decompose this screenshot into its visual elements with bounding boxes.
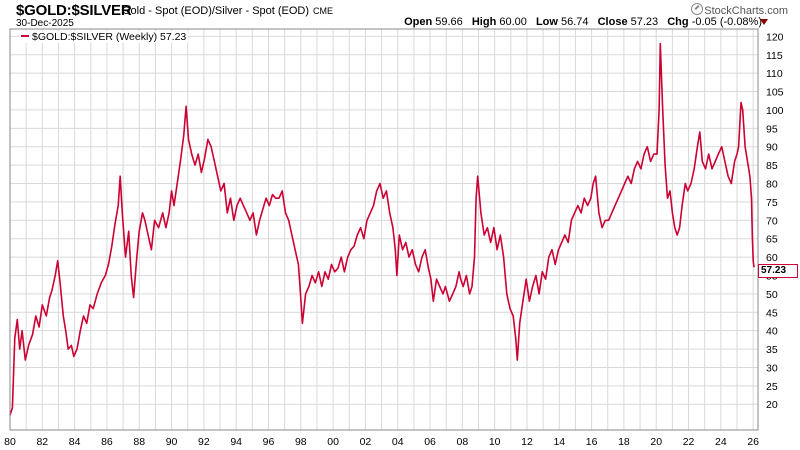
y-tick-label: 45 [766, 307, 778, 319]
chart-description: Gold - Spot (EOD)/Silver - Spot (EOD) CME [122, 5, 333, 17]
open-label: Open [404, 16, 433, 28]
chg-value: -0.05 (-0.08%) [691, 16, 762, 28]
legend[interactable]: $GOLD:$SILVER (Weekly) 57.23 [19, 31, 189, 43]
x-tick-label: 22 [683, 436, 695, 448]
y-tick-label: 70 [766, 215, 778, 227]
y-tick-label: 90 [766, 142, 778, 154]
y-tick-label: 35 [766, 344, 778, 356]
y-tick-label: 85 [766, 160, 778, 172]
y-tick-label: 30 [766, 362, 778, 374]
x-tick-label: 02 [360, 436, 372, 448]
y-tick-label: 25 [766, 381, 778, 393]
ohlc-summary: Open 59.66 High 60.00 Low 56.74 Close 57… [398, 16, 762, 28]
exchange-label: CME [313, 6, 334, 16]
x-tick-label: 00 [327, 436, 339, 448]
series-layer [9, 42, 755, 416]
x-tick-label: 08 [457, 436, 469, 448]
x-tick-label: 10 [489, 436, 501, 448]
y-tick-label: 120 [766, 31, 784, 43]
y-tick-label: 20 [766, 399, 778, 411]
down-arrow-icon [760, 19, 768, 25]
chg-label: Chg [667, 16, 689, 28]
x-tick-label: 20 [650, 436, 662, 448]
plot-area[interactable] [10, 29, 758, 430]
y-tick-label: 95 [766, 123, 778, 135]
x-tick-label: 88 [133, 436, 145, 448]
legend-text: $GOLD:$SILVER (Weekly) 57.23 [32, 31, 187, 43]
high-value: 60.00 [499, 16, 527, 28]
brand-watermark[interactable]: StockCharts.com [691, 3, 788, 17]
x-tick-label: 26 [747, 436, 759, 448]
x-tick-label: 90 [166, 436, 178, 448]
grid-lines [9, 29, 758, 430]
x-tick-label: 98 [295, 436, 307, 448]
x-tick-label: 06 [424, 436, 436, 448]
x-axis: 80 82 84 86 88 90 92 94 96 98 00 02 04 06 08 10 12 14 16 18… [4, 436, 759, 448]
y-tick-label: 75 [766, 197, 778, 209]
low-label: Low [535, 16, 558, 28]
x-tick-label: 96 [263, 436, 275, 448]
x-tick-label: 12 [521, 436, 533, 448]
y-tick-label: 40 [766, 326, 778, 338]
last-value-label: 57.23 [758, 264, 798, 278]
open-value: 59.66 [435, 16, 463, 28]
legend-swatch [21, 35, 29, 37]
y-tick-label: 65 [766, 234, 778, 246]
plot-border [9, 28, 759, 431]
x-tick-label: 82 [36, 436, 48, 448]
series-line[interactable] [9, 42, 755, 416]
y-tick-label: 100 [766, 105, 784, 117]
close-label: Close [597, 16, 628, 28]
description-text: Gold - Spot (EOD)/Silver - Spot (EOD) [122, 5, 310, 17]
x-tick-label: 16 [586, 436, 598, 448]
y-tick-label: 115 [766, 50, 783, 62]
x-tick-label: 80 [4, 436, 16, 448]
stockcharts-logo-icon [691, 3, 704, 15]
low-value: 56.74 [561, 16, 589, 28]
y-tick-label: 110 [766, 68, 783, 80]
y-tick-label: 80 [766, 179, 778, 191]
close-value: 57.23 [630, 16, 659, 28]
x-tick-label: 92 [198, 436, 210, 448]
x-tick-label: 24 [715, 436, 727, 448]
x-tick-label: 04 [392, 436, 404, 448]
x-tick-label: 14 [553, 436, 565, 448]
high-label: High [471, 16, 497, 28]
y-axis: 2025303540455055606570758085909510010511… [766, 31, 784, 411]
brand-text: StockCharts.com [704, 5, 788, 17]
x-tick-label: 94 [230, 436, 242, 448]
chart-date: 30-Dec-2025 [16, 18, 74, 29]
y-tick-label: 105 [766, 87, 784, 99]
chart-symbol: $GOLD:$SILVER [16, 2, 132, 19]
x-tick-label: 86 [101, 436, 113, 448]
y-tick-label: 50 [766, 289, 778, 301]
x-tick-label: 84 [69, 436, 81, 448]
x-tick-label: 18 [618, 436, 630, 448]
y-tick-label: 60 [766, 252, 778, 264]
